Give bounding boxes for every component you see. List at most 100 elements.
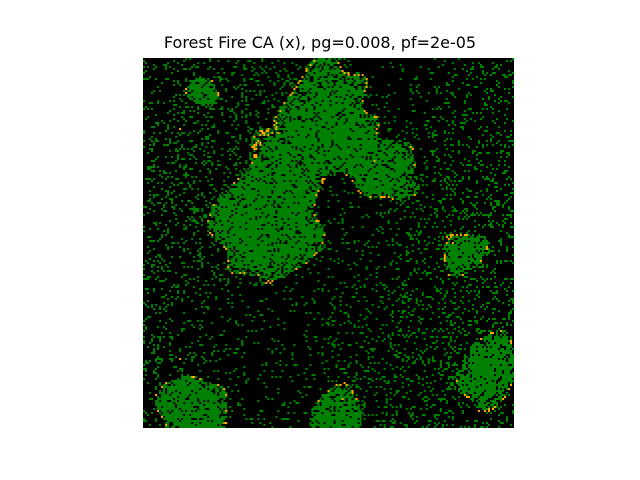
tree-cells xyxy=(497,328,501,331)
tree-cells xyxy=(479,318,482,321)
tree-cells xyxy=(379,300,382,303)
tree-cells xyxy=(381,302,384,305)
chart-title: Forest Fire CA (x), pg=0.008, pf=2e-05 xyxy=(163,33,477,52)
tree-cells xyxy=(279,140,284,143)
tree-cells xyxy=(425,222,428,225)
tree-cells xyxy=(361,126,364,129)
tree-cells xyxy=(297,242,306,245)
tree-cells xyxy=(263,154,280,157)
tree-cells xyxy=(305,174,316,177)
tree-cells xyxy=(439,288,442,291)
tree-cells xyxy=(247,244,258,247)
tree-cells xyxy=(419,278,422,281)
tree-cells xyxy=(249,114,252,117)
tree-cells xyxy=(493,268,497,271)
tree-cells xyxy=(373,394,376,397)
tree-cells xyxy=(249,90,252,93)
tree-cells xyxy=(505,418,509,421)
tree-cells xyxy=(243,414,246,417)
tree-cells xyxy=(431,356,434,359)
tree-cells xyxy=(475,258,482,261)
tree-cells xyxy=(473,86,478,89)
tree-cells xyxy=(361,326,364,329)
tree-cells xyxy=(287,412,290,415)
tree-cells xyxy=(443,244,458,247)
tree-cells xyxy=(423,338,426,341)
tree-cells xyxy=(419,174,424,177)
tree-cells xyxy=(453,398,456,401)
tree-cells xyxy=(509,298,514,301)
tree-cells xyxy=(351,138,358,141)
tree-cells xyxy=(351,384,354,387)
tree-cells xyxy=(307,224,316,227)
tree-cells xyxy=(277,100,280,103)
tree-cells xyxy=(437,330,440,333)
tree-cells xyxy=(469,256,472,259)
tree-cells xyxy=(279,116,286,119)
tree-cells xyxy=(397,134,400,137)
tree-cells xyxy=(383,184,394,187)
tree-cells xyxy=(393,374,396,377)
tree-cells xyxy=(341,222,344,225)
tree-cells xyxy=(321,362,324,365)
tree-cells xyxy=(491,292,499,295)
tree-cells xyxy=(299,108,306,111)
tree-cells xyxy=(227,176,230,179)
tree-cells xyxy=(245,268,248,271)
tree-cells xyxy=(325,360,328,363)
tree-cells xyxy=(149,102,154,105)
tree-cells xyxy=(153,132,156,135)
tree-cells xyxy=(485,254,488,257)
tree-cells xyxy=(171,162,176,165)
tree-cells xyxy=(291,358,294,361)
tree-cells xyxy=(335,338,338,341)
tree-cells xyxy=(477,140,480,143)
tree-cells xyxy=(343,312,348,315)
tree-cells xyxy=(275,248,278,251)
tree-cells xyxy=(495,152,499,155)
tree-cells xyxy=(177,112,180,115)
tree-cells xyxy=(455,372,460,375)
tree-cells xyxy=(353,240,356,243)
tree-cells xyxy=(317,102,336,105)
tree-cells xyxy=(429,206,432,209)
tree-cells xyxy=(491,144,494,147)
tree-cells xyxy=(381,420,386,423)
tree-cells xyxy=(297,164,300,167)
tree-cells xyxy=(155,402,174,405)
tree-cells xyxy=(511,348,514,351)
tree-cells xyxy=(441,308,444,311)
tree-cells xyxy=(447,178,450,181)
tree-cells xyxy=(435,108,438,111)
tree-cells xyxy=(313,144,322,147)
tree-cells xyxy=(163,386,204,389)
tree-cells xyxy=(427,360,430,363)
tree-cells xyxy=(245,382,248,385)
tree-cells xyxy=(445,84,450,87)
tree-cells xyxy=(507,316,511,319)
tree-cells xyxy=(241,110,244,113)
tree-cells xyxy=(385,398,388,401)
tree-cells xyxy=(479,112,482,115)
tree-cells xyxy=(165,178,168,181)
tree-cells xyxy=(143,130,146,133)
tree-cells xyxy=(235,320,238,323)
tree-cells xyxy=(189,158,192,161)
tree-cells xyxy=(453,124,456,127)
tree-cells xyxy=(395,410,398,413)
tree-cells xyxy=(197,132,200,135)
tree-cells xyxy=(193,130,196,133)
tree-cells xyxy=(419,350,422,353)
tree-cells xyxy=(447,366,450,369)
tree-cells xyxy=(437,398,446,401)
tree-cells xyxy=(283,202,294,205)
tree-cells xyxy=(491,208,494,211)
tree-cells xyxy=(207,156,212,159)
fire-cells xyxy=(267,280,270,283)
tree-cells xyxy=(259,190,272,193)
tree-cells xyxy=(241,100,244,103)
tree-cells xyxy=(491,402,499,405)
tree-cells xyxy=(409,380,414,383)
tree-cells xyxy=(415,76,418,79)
tree-cells xyxy=(309,176,320,179)
